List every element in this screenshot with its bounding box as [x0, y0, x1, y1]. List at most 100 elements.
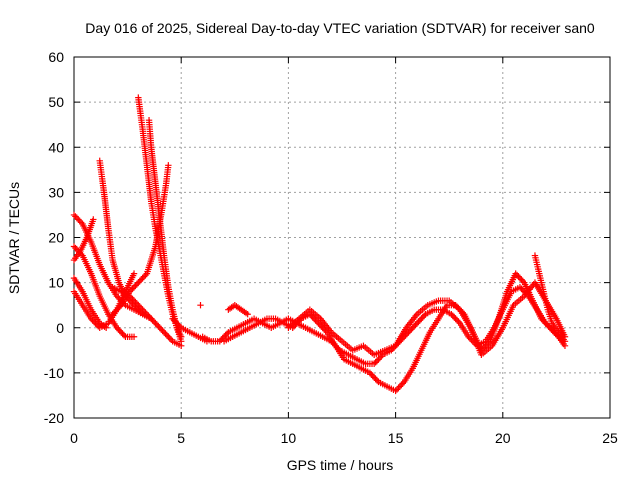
y-tick-label: 30 — [48, 184, 64, 200]
data-point — [130, 270, 138, 277]
data-point — [170, 317, 178, 324]
series-track-16 — [197, 301, 204, 309]
data-point — [453, 317, 461, 324]
data-point — [370, 360, 378, 368]
data-point — [176, 323, 183, 330]
grid-lines — [74, 57, 610, 418]
data-point — [149, 317, 156, 324]
data-point — [72, 213, 79, 220]
data-point — [72, 244, 79, 252]
data-point — [166, 335, 173, 342]
data-point — [370, 374, 378, 381]
data-point — [373, 357, 381, 365]
y-tick-label: 50 — [48, 94, 64, 110]
data-point — [76, 217, 83, 225]
data-point — [77, 219, 85, 226]
series-track-8 — [109, 283, 185, 349]
data-point — [197, 301, 204, 309]
data-point — [163, 332, 171, 339]
data-point — [115, 326, 122, 333]
data-point — [70, 211, 78, 219]
data-point — [561, 338, 569, 345]
data-point — [518, 285, 525, 292]
data-point — [369, 372, 376, 380]
data-point — [165, 162, 172, 169]
y-axis-label: SDTVAR / TECUs — [6, 182, 22, 294]
data-point — [539, 317, 547, 324]
data-point — [129, 295, 136, 303]
data-point — [483, 341, 491, 348]
data-point — [512, 270, 519, 277]
data-point — [116, 327, 123, 334]
data-point — [165, 333, 172, 340]
data-point — [93, 321, 101, 328]
data-point — [142, 271, 149, 279]
data-point — [150, 318, 158, 325]
y-tick-label: 10 — [48, 275, 64, 291]
data-point — [516, 283, 524, 291]
data-point — [135, 279, 142, 286]
data-point — [418, 315, 425, 322]
data-point — [110, 309, 118, 316]
data-point — [312, 317, 319, 324]
data-point — [420, 312, 428, 319]
data-point — [160, 329, 168, 336]
data-point — [406, 327, 414, 334]
data-point — [313, 318, 321, 325]
data-point — [542, 320, 549, 327]
series-track-10 — [145, 116, 185, 345]
data-point — [395, 384, 402, 392]
data-point — [112, 308, 119, 315]
data-point — [117, 329, 125, 336]
data-point — [137, 276, 145, 283]
data-point — [116, 303, 123, 310]
data-point — [126, 292, 133, 300]
data-point — [90, 318, 98, 325]
data-point — [412, 321, 419, 328]
data-point — [127, 294, 135, 301]
series-track-15 — [225, 301, 251, 318]
data-point — [133, 300, 141, 307]
data-point — [408, 326, 415, 333]
data-point — [516, 274, 524, 282]
data-point — [452, 315, 459, 322]
data-point — [316, 321, 324, 328]
data-point — [113, 306, 121, 313]
data-point — [162, 330, 169, 337]
data-point — [396, 383, 404, 390]
data-point — [109, 311, 116, 318]
data-point — [70, 243, 78, 250]
data-point — [167, 336, 175, 343]
data-point — [136, 277, 143, 285]
data-point — [546, 324, 554, 331]
data-point — [113, 324, 121, 331]
data-marks — [70, 94, 569, 395]
data-point — [172, 318, 179, 325]
y-tick-label: -20 — [44, 410, 64, 426]
data-point — [410, 323, 418, 330]
y-tick-label: -10 — [44, 365, 64, 381]
data-point — [223, 330, 231, 337]
data-point — [373, 377, 381, 384]
data-point — [145, 312, 152, 319]
data-point — [142, 309, 149, 316]
data-point — [113, 292, 121, 300]
data-point — [143, 311, 151, 318]
data-point — [393, 386, 401, 393]
series-track-4 — [70, 274, 110, 331]
data-point — [376, 354, 384, 362]
data-point — [398, 381, 405, 389]
data-point — [139, 306, 146, 313]
data-point — [73, 214, 81, 222]
data-point — [399, 380, 406, 387]
data-point — [372, 359, 379, 366]
data-point — [152, 320, 159, 327]
data-point — [90, 216, 97, 223]
data-point — [519, 277, 527, 285]
data-point — [465, 333, 472, 340]
data-point — [159, 327, 166, 334]
data-point — [129, 285, 136, 292]
data-point — [157, 326, 165, 333]
y-tick-label: 40 — [48, 139, 64, 155]
